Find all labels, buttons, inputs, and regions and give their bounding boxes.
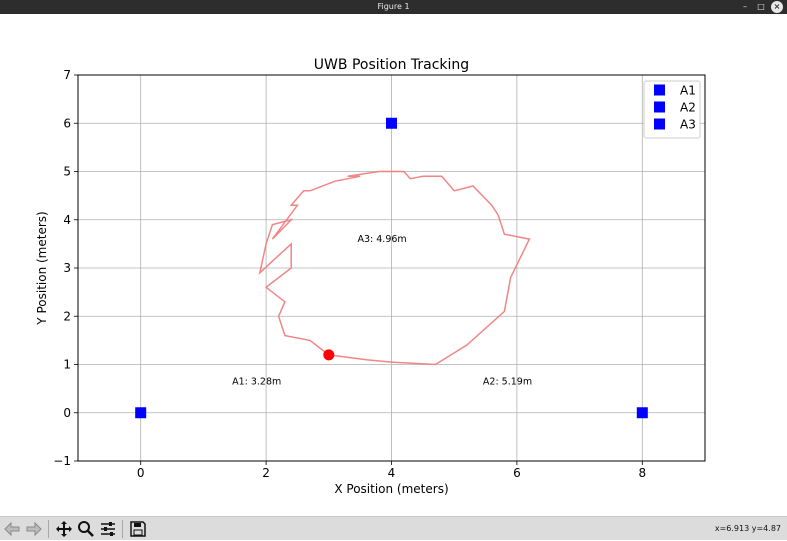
- y-tick-label: −1: [53, 454, 71, 468]
- distance-labels: A1: 3.28m A2: 5.19m A3: 4.96m: [232, 234, 532, 387]
- save-icon[interactable]: [128, 519, 148, 539]
- figure-canvas[interactable]: A1: 3.28m A2: 5.19m A3: 4.96m 0 2 4 6 8 −1 0 1 2 3 4…: [0, 14, 787, 516]
- back-icon[interactable]: [2, 519, 22, 539]
- y-tick-label: 1: [63, 358, 71, 372]
- zoom-icon[interactable]: [76, 519, 96, 539]
- y-tick-label: 7: [63, 68, 71, 82]
- x-tick-label: 6: [513, 466, 521, 480]
- window-title: Figure 1: [377, 2, 410, 11]
- chart-title: UWB Position Tracking: [314, 57, 469, 73]
- distance-label: A1: 3.28m: [232, 376, 281, 387]
- distance-label: A3: 4.96m: [358, 234, 407, 245]
- anchor-marker-a3: [386, 117, 397, 129]
- y-tick-label: 4: [63, 213, 71, 227]
- legend-label-a2: A2: [680, 101, 696, 115]
- cursor-coordinates: x=6.913 y=4.87: [714, 524, 781, 533]
- pan-icon[interactable]: [54, 519, 74, 539]
- configure-icon[interactable]: [98, 519, 118, 539]
- legend: A1 A2 A3: [643, 80, 701, 139]
- y-axis-label: Y Position (meters): [35, 211, 49, 325]
- legend-marker-a3: [654, 118, 665, 130]
- x-tick-label: 8: [638, 466, 646, 480]
- x-tick-label: 4: [388, 466, 396, 480]
- y-tick-label: 6: [63, 116, 71, 130]
- current-position-marker: [323, 349, 335, 361]
- minimize-icon[interactable]: –: [743, 2, 747, 11]
- anchor-layer: [135, 117, 648, 419]
- y-tick-label: 5: [63, 165, 71, 179]
- forward-icon[interactable]: [24, 519, 44, 539]
- navigation-toolbar: x=6.913 y=4.87: [0, 516, 787, 540]
- y-tick-label: 3: [63, 261, 71, 275]
- distance-label: A2: 5.19m: [483, 376, 532, 387]
- x-tick-label: 0: [137, 466, 145, 480]
- window-titlebar: Figure 1 – □ ×: [0, 0, 787, 14]
- chart: A1: 3.28m A2: 5.19m A3: 4.96m 0 2 4 6 8 −1 0 1 2 3 4…: [35, 57, 706, 496]
- toolbar-separator: [122, 520, 123, 538]
- maximize-icon[interactable]: □: [757, 2, 765, 11]
- y-tick-label: 0: [63, 406, 71, 420]
- ticks: 0 2 4 6 8 −1 0 1 2 3 4 5 6 7: [53, 68, 646, 480]
- legend-label-a3: A3: [680, 118, 696, 132]
- trajectory-line: [258, 170, 531, 366]
- trajectory-layer: [258, 170, 531, 366]
- anchor-marker-a2: [636, 407, 648, 419]
- close-icon[interactable]: ×: [771, 1, 783, 13]
- x-tick-label: 2: [262, 466, 270, 480]
- toolbar-separator: [48, 520, 49, 538]
- y-tick-label: 2: [63, 309, 71, 323]
- x-axis-label: X Position (meters): [334, 482, 448, 496]
- legend-marker-a1: [654, 84, 665, 96]
- legend-marker-a2: [654, 101, 665, 113]
- legend-label-a1: A1: [680, 84, 696, 98]
- anchor-marker-a1: [135, 407, 147, 419]
- grid: [78, 74, 705, 462]
